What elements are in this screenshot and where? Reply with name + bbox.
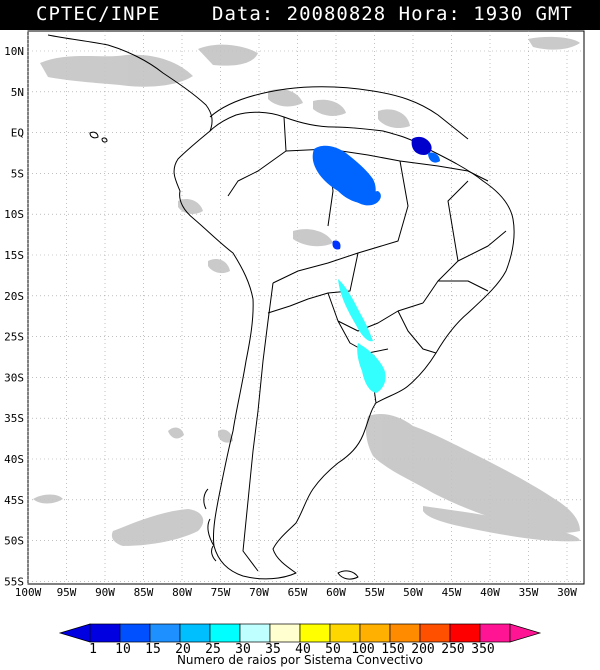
colorbar: 1 10 15 20 25 30 35 40 50 100 150 200 250 350 Numero … xyxy=(58,623,542,667)
lon-tick-label: 100W xyxy=(15,586,42,599)
colorbar-arrow-left xyxy=(58,623,91,643)
timezone-label: GMT xyxy=(535,3,573,25)
lon-tick-label: 75W xyxy=(211,586,231,599)
lat-tick-label: 10S xyxy=(4,208,24,221)
date-label: Data: xyxy=(212,3,275,25)
colorbar-tick-label: 20 xyxy=(175,642,191,657)
cell-amazon-b xyxy=(348,190,381,206)
lat-tick-label: 55S xyxy=(4,575,24,588)
lat-tick-label: 5S xyxy=(11,167,24,180)
hour-label: Hora: xyxy=(398,3,461,25)
colorbar-tick-label: 25 xyxy=(205,642,221,657)
lat-tick-label: 45S xyxy=(4,494,24,507)
colorbar-swatch xyxy=(329,623,361,643)
colorbar-labels: 1 10 15 20 25 30 35 40 50 100 150 200 250 350 xyxy=(89,642,495,657)
colorbar-tick-label: 40 xyxy=(295,642,311,657)
latitude-labels: 10N 5N EQ 5S 10S 15S 20S 25S 30S 35S 40S 45S 50S 55S xyxy=(4,45,24,588)
falkland-islands xyxy=(337,570,359,580)
colorbar-swatch xyxy=(269,623,301,643)
colorbar-tick-label: 50 xyxy=(325,642,341,657)
colorbar-swatch xyxy=(239,623,271,643)
lon-tick-label: 30W xyxy=(557,586,577,599)
cell-bolivia xyxy=(332,240,341,250)
colorbar-swatch xyxy=(179,623,211,643)
map-panel: 10N5NEQ5S10S15S20S25S30S35S40S45S50S55S … xyxy=(4,30,585,599)
convective-cells xyxy=(312,136,440,393)
colorbar-swatch xyxy=(359,623,391,643)
longitude-labels: 100W 95W 90W 85W 80W 75W 70W 65W 60W 55W 50W 45W 40W… xyxy=(15,586,578,599)
lon-tick-label: 60W xyxy=(326,586,346,599)
lon-tick-label: 70W xyxy=(249,586,269,599)
central-america-coast xyxy=(47,34,213,132)
lat-tick-label: 30S xyxy=(4,371,24,384)
cell-paraguay xyxy=(338,279,373,342)
lat-tick-label: 20S xyxy=(4,290,24,303)
colorbar-tick-label: 100 xyxy=(351,642,374,657)
lat-tick-label: 10N xyxy=(4,45,24,58)
lon-tick-label: 80W xyxy=(172,586,192,599)
cell-north-b xyxy=(428,152,440,163)
lon-tick-label: 85W xyxy=(134,586,154,599)
cloud-field xyxy=(33,36,580,546)
lat-tick-label: 35S xyxy=(4,412,24,425)
colorbar-swatches xyxy=(58,623,542,643)
colorbar-tick-label: 35 xyxy=(265,642,281,657)
colorbar-swatch xyxy=(209,623,241,643)
colorbar-swatch xyxy=(149,623,181,643)
lat-tick-label: 15S xyxy=(4,249,24,262)
colorbar-title: Numero de raios por Sistema Convectivo xyxy=(177,653,423,667)
colorbar-tick-label: 15 xyxy=(145,642,161,657)
cell-uruguay xyxy=(357,343,386,393)
colorbar-swatch xyxy=(389,623,421,643)
lat-tick-label: 5N xyxy=(11,86,24,99)
agency-label: CPTEC/INPE xyxy=(36,3,161,25)
colorbar-arrow-right xyxy=(509,623,542,643)
colorbar-tick-label: 30 xyxy=(235,642,251,657)
lon-tick-label: 65W xyxy=(288,586,308,599)
datetime-label: Data: 20080828 Hora: 1930 GMT xyxy=(212,3,573,25)
colorbar-tick-label: 200 xyxy=(411,642,434,657)
lon-tick-label: 35W xyxy=(519,586,539,599)
hour-value: 1930 xyxy=(473,3,524,25)
colorbar-swatch xyxy=(449,623,481,643)
chile-archipelago xyxy=(203,488,217,562)
lat-tick-label: 25S xyxy=(4,331,24,344)
title-bar: CPTEC/INPE Data: 20080828 Hora: 1930 GMT xyxy=(0,0,600,30)
colorbar-tick-label: 150 xyxy=(381,642,404,657)
lon-tick-label: 45W xyxy=(442,586,462,599)
lat-tick-label: 50S xyxy=(4,535,24,548)
colorbar-tick-label: 1 xyxy=(89,642,97,657)
lat-tick-label: EQ xyxy=(11,127,24,140)
galapagos-islands xyxy=(89,131,108,143)
lat-tick-label: 40S xyxy=(4,453,24,466)
lon-tick-label: 95W xyxy=(57,586,77,599)
lon-tick-label: 50W xyxy=(403,586,423,599)
cell-north xyxy=(411,136,432,155)
colorbar-swatch xyxy=(299,623,331,643)
colorbar-swatch xyxy=(479,623,511,643)
colorbar-swatch xyxy=(89,623,121,643)
caribbean-coast xyxy=(209,86,469,140)
date-value: 20080828 xyxy=(286,3,387,25)
lon-tick-label: 40W xyxy=(480,586,500,599)
colorbar-tick-label: 250 xyxy=(441,642,464,657)
colorbar-tick-label: 350 xyxy=(471,642,494,657)
colorbar-tick-label: 10 xyxy=(115,642,131,657)
lon-tick-label: 90W xyxy=(95,586,115,599)
lon-tick-label: 55W xyxy=(365,586,385,599)
colorbar-swatch xyxy=(119,623,151,643)
cell-amazon xyxy=(312,145,376,204)
colorbar-swatch xyxy=(419,623,451,643)
